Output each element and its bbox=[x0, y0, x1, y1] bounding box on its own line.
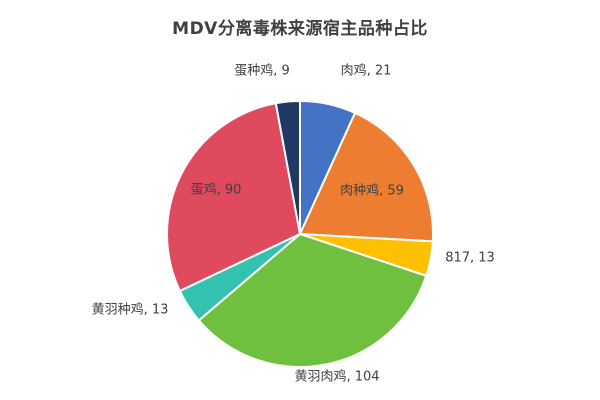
pie-slice-yellow-broiler bbox=[197, 233, 428, 368]
label-817: 817, 13 bbox=[445, 251, 495, 266]
label-yellow-broiler: 黄羽肉鸡, 104 bbox=[294, 369, 379, 385]
label-yellow-breeder: 黄羽种鸡, 13 bbox=[92, 302, 169, 318]
pie-slice-layer-breeder bbox=[274, 100, 301, 235]
pie-slice-layer bbox=[166, 102, 301, 292]
pie-slice-broiler-breeder bbox=[299, 111, 434, 243]
label-broiler-breeder: 肉种鸡, 59 bbox=[340, 183, 404, 199]
label-layer-breeder: 蛋种鸡, 9 bbox=[234, 63, 290, 79]
label-layer: 蛋鸡, 90 bbox=[191, 182, 242, 198]
chart-title: MDV分离毒株来源宿主品种占比 bbox=[172, 19, 428, 39]
label-broiler: 肉鸡, 21 bbox=[341, 63, 392, 79]
